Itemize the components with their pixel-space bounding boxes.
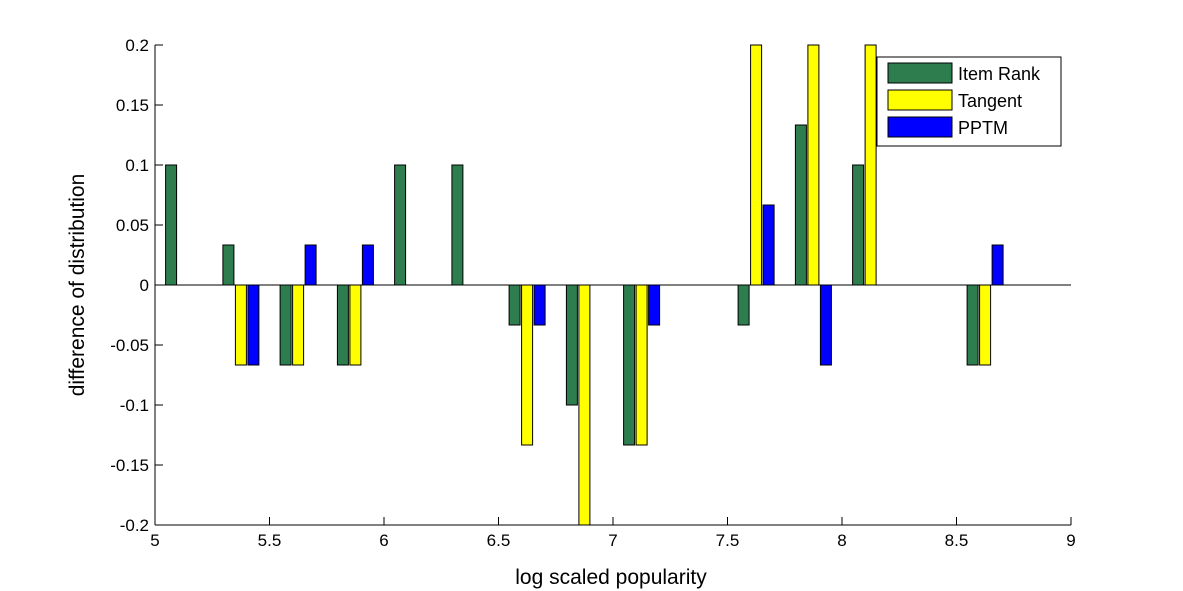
x-tick-label: 8.5 — [945, 531, 969, 550]
bar-tangent-1 — [234, 284, 247, 366]
bar-item-rank-6 — [508, 284, 521, 326]
y-tick-label: 0.2 — [125, 36, 149, 55]
bar-tangent-10 — [750, 44, 763, 286]
bar-tangent-12 — [864, 44, 877, 286]
y-tick-label: 0 — [140, 276, 149, 295]
x-tick-label: 7 — [608, 531, 617, 550]
x-axis-label: log scaled popularity — [515, 566, 707, 589]
bar-tangent-14 — [979, 284, 992, 366]
bar-item-rank-3 — [336, 284, 349, 366]
bar-pptm-14 — [991, 244, 1004, 286]
legend-label-item-rank: Item Rank — [958, 64, 1041, 84]
legend-label-pptm: PPTM — [958, 118, 1008, 138]
bar-item-rank-5 — [451, 164, 464, 286]
y-tick-label: -0.15 — [110, 456, 149, 475]
y-tick-label: -0.2 — [120, 516, 149, 535]
y-axis-label: difference of distribution — [66, 174, 89, 397]
legend-label-tangent: Tangent — [958, 91, 1022, 111]
x-tick-label: 5.5 — [258, 531, 282, 550]
bar-pptm-8 — [648, 284, 661, 326]
legend-swatch-pptm — [887, 116, 953, 138]
bar-item-rank-0 — [165, 164, 178, 286]
bar-pptm-11 — [819, 284, 832, 366]
y-tick-label: 0.1 — [125, 156, 149, 175]
x-tick-labels: 5 5.5 6 6.5 7 7.5 8 8.5 9 — [150, 531, 1075, 550]
legend: Item Rank Tangent PPTM — [876, 56, 1062, 147]
bar-tangent-6 — [521, 284, 534, 446]
bar-item-rank-7 — [565, 284, 578, 406]
bar-tangent-3 — [349, 284, 362, 366]
bar-pptm-2 — [304, 244, 317, 286]
bar-item-rank-4 — [394, 164, 407, 286]
bar-item-rank-10 — [737, 284, 750, 326]
x-tick-label: 6.5 — [487, 531, 511, 550]
y-tick-label: 0.05 — [116, 216, 149, 235]
bar-tangent-2 — [292, 284, 305, 366]
y-tick-label: -0.1 — [120, 396, 149, 415]
x-tick-label: 7.5 — [716, 531, 740, 550]
y-tick-label: -0.05 — [110, 336, 149, 355]
x-tick-label: 5 — [150, 531, 159, 550]
bar-item-rank-8 — [623, 284, 636, 446]
bar-item-rank-2 — [279, 284, 292, 366]
bar-pptm-10 — [762, 204, 775, 286]
axes — [154, 44, 1072, 526]
x-tick-label: 6 — [379, 531, 388, 550]
bar-item-rank-1 — [222, 244, 235, 286]
bar-item-rank-14 — [966, 284, 979, 366]
bar-pptm-6 — [533, 284, 546, 326]
bar-pptm-1 — [247, 284, 260, 366]
x-tick-label: 8 — [837, 531, 846, 550]
bar-pptm-3 — [361, 244, 374, 286]
x-tick-label: 9 — [1066, 531, 1075, 550]
bar-item-rank-12 — [852, 164, 865, 286]
legend-swatch-item-rank — [887, 62, 953, 84]
bar-tangent-8 — [635, 284, 648, 446]
bar-tangent-7 — [578, 284, 591, 526]
y-tick-label: 0.15 — [116, 96, 149, 115]
bar-tangent-11 — [807, 44, 820, 286]
y-tick-labels: -0.2 -0.15 -0.1 -0.05 0 0.05 0.1 0.15 0.2 — [110, 36, 149, 535]
legend-swatch-tangent — [887, 89, 953, 111]
bar-item-rank-11 — [794, 124, 807, 286]
